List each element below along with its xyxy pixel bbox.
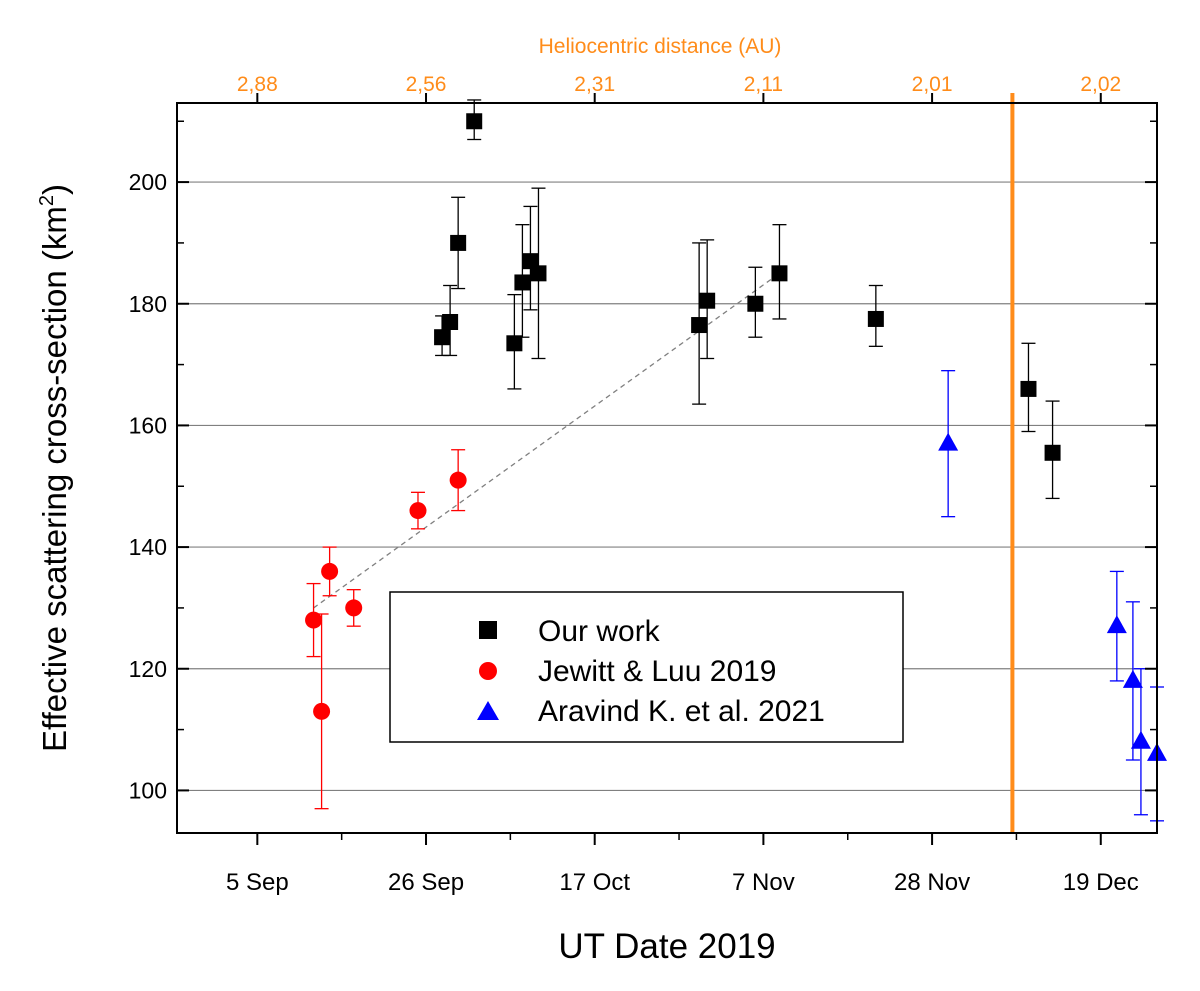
- data-point-square: [522, 253, 539, 270]
- axis-ticks: 100 120 140 160 180 200 5 Sep 26 Sep 17 Oct 7 Nov…: [129, 73, 1157, 896]
- data-point-circle: [409, 502, 427, 520]
- top-tick-label: 2,31: [574, 73, 615, 96]
- y-tick-label: 180: [129, 291, 167, 317]
- data-point-triangle: [1130, 730, 1151, 749]
- data-point-square: [514, 274, 531, 291]
- x-axis-title: UT Date 2019: [558, 927, 775, 966]
- y-tick-label: 160: [129, 412, 167, 438]
- top-tick-label: 2,88: [237, 73, 278, 96]
- data-point-circle: [345, 599, 363, 617]
- y-tick-label: 200: [129, 169, 167, 195]
- data-point-circle: [321, 562, 339, 580]
- data-point-square: [747, 295, 764, 312]
- grid-lines: [177, 181, 1157, 792]
- y-axis-title-main: Effective scattering cross-section (km: [36, 206, 73, 752]
- legend-marker-circle: [479, 662, 497, 680]
- data-point-square: [466, 113, 483, 130]
- top-tick-label: 2,02: [1080, 73, 1121, 96]
- legend-box: [389, 591, 904, 743]
- y-axis-title: Effective scattering cross-section (km2): [36, 184, 73, 752]
- y-axis-title-tail: ): [36, 184, 73, 195]
- data-point-square: [1020, 380, 1037, 397]
- data-point-square: [442, 314, 459, 330]
- x-tick-label: 28 Nov: [894, 869, 970, 896]
- data-point-square: [530, 265, 547, 282]
- data-point-square: [434, 329, 451, 346]
- data-point-circle: [305, 611, 323, 629]
- legend-marker-square: [479, 621, 497, 639]
- top-tick-label: 2,11: [744, 73, 783, 96]
- y-tick-label: 140: [129, 534, 167, 560]
- data-point-square: [699, 292, 716, 309]
- x-tick-label: 19 Dec: [1063, 869, 1139, 896]
- legend: Our work Jewitt & Luu 2019 Aravind K. et…: [389, 591, 904, 743]
- data-point-square: [691, 317, 708, 334]
- x-tick-label: 5 Sep: [226, 869, 289, 896]
- top-tick-label: 2,56: [406, 73, 447, 96]
- legend-label-2: Aravind K. et al. 2021: [538, 695, 825, 728]
- data-point-square: [867, 310, 884, 327]
- data-point-circle: [449, 471, 467, 489]
- data-point-square: [506, 335, 523, 352]
- x-tick-label: 17 Oct: [559, 869, 630, 896]
- data-point-triangle: [1122, 669, 1143, 688]
- data-point-square: [771, 265, 788, 282]
- y-axis-title-superscript: 2: [36, 195, 58, 206]
- top-axis-title: Heliocentric distance (AU): [539, 35, 782, 58]
- plot-frame: [176, 102, 1158, 834]
- data-point-square: [450, 234, 467, 251]
- data-point-square: [1044, 444, 1061, 461]
- legend-label-1: Jewitt & Luu 2019: [538, 655, 777, 688]
- y-tick-label: 120: [129, 656, 167, 682]
- legend-label-0: Our work: [538, 615, 661, 648]
- y-tick-label: 100: [129, 777, 167, 803]
- x-tick-label: 26 Sep: [388, 869, 464, 896]
- legend-marker-triangle: [477, 701, 499, 720]
- data-point-triangle: [938, 432, 959, 451]
- data-points: [305, 113, 1167, 761]
- data-point-triangle: [1106, 615, 1127, 634]
- data-point-circle: [313, 702, 331, 720]
- trend-line: [313, 272, 780, 609]
- x-tick-label: 7 Nov: [732, 869, 795, 896]
- top-tick-label: 2,01: [912, 73, 953, 96]
